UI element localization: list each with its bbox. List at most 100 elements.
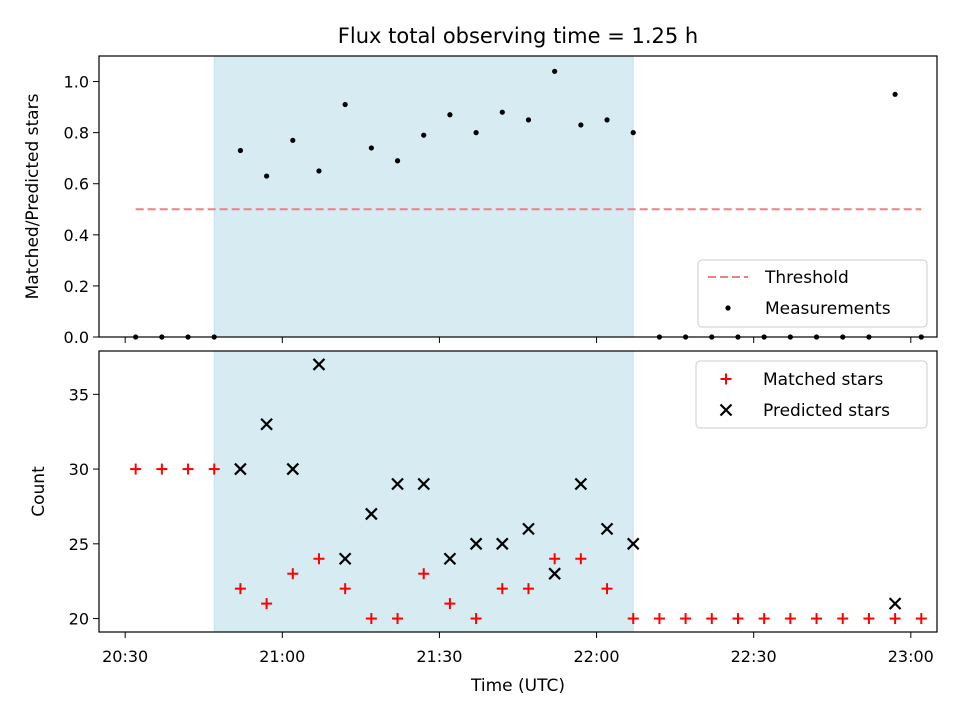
top-axes-frame (98, 55, 938, 338)
predicted-x-b (417, 477, 431, 491)
measurement-point-4 (237, 147, 244, 154)
predicted-star-point-1 (260, 417, 273, 431)
matched-star-point-23 (732, 613, 744, 625)
predicted-x-b (888, 597, 902, 610)
matched-star-point-9 (365, 613, 377, 625)
matched-star-point-29 (889, 613, 901, 625)
matched-star-point-21 (680, 613, 692, 625)
matched-star-point-15 (522, 583, 534, 595)
predicted-star-point-13 (574, 477, 588, 491)
matched-star-point-5 (261, 598, 273, 610)
matched-star-point-1 (156, 463, 168, 475)
top-ytick-label-5: 1.0 (64, 73, 89, 92)
bottom-ytick-label-0: 20 (69, 610, 89, 629)
predicted-x-b (443, 552, 457, 566)
predicted-star-point-10 (496, 537, 509, 551)
top-ytick-label-1: 0.2 (64, 277, 89, 296)
predicted-x-b (626, 537, 640, 551)
measurement-point-16 (552, 68, 558, 74)
legend-predicted-swatch-b (719, 403, 733, 417)
predicted-star-point-3 (312, 358, 326, 371)
predicted-star-point-2 (286, 462, 300, 476)
measurement-point-6 (290, 137, 296, 143)
matched-star-point-14 (496, 583, 508, 595)
bottom-xtick-label-3: 22:00 (574, 647, 620, 666)
predicted-star-point-6 (391, 477, 404, 491)
matched-star-point-18 (601, 583, 613, 595)
predicted-x-b (574, 477, 588, 491)
legend-measurements-swatch (725, 305, 731, 311)
matched-star-point-10 (392, 613, 404, 625)
predicted-star-point-14 (600, 522, 614, 536)
matched-star-point-17 (575, 553, 587, 565)
matched-star-point-19 (627, 613, 639, 625)
matched-star-point-16 (549, 553, 561, 565)
predicted-star-point-4 (338, 552, 352, 566)
matched-star-point-11 (418, 568, 430, 580)
matched-star-point-3 (208, 463, 220, 475)
bottom-xtick-label-0: 20:30 (102, 647, 148, 666)
measurement-point-5 (264, 173, 270, 179)
predicted-star-point-16 (888, 597, 902, 610)
predicted-x-b (391, 477, 404, 491)
measurement-point-7 (316, 168, 322, 174)
predicted-x-b (312, 358, 326, 371)
matched-star-point-8 (339, 583, 351, 595)
matched-star-point-0 (130, 463, 142, 475)
bottom-xlabel: Time (UTC) (470, 676, 565, 696)
bottom-ytick-label-2: 30 (69, 460, 89, 479)
measurement-point-13 (473, 130, 479, 136)
bottom-xtick-label-1: 21:00 (259, 647, 305, 666)
matched-star-point-20 (653, 613, 665, 625)
matched-star-point-25 (784, 613, 796, 625)
legend-threshold-label: Threshold (764, 268, 849, 288)
observing-span-top (213, 55, 634, 338)
measurement-point-11 (421, 132, 427, 138)
legend-matched-label: Matched stars (763, 370, 883, 390)
top-ytick-label-4: 0.8 (64, 124, 89, 143)
predicted-x-b (600, 522, 614, 536)
legend-predicted-label: Predicted stars (763, 401, 890, 421)
predicted-star-point-11 (522, 522, 535, 536)
measurement-point-9 (368, 145, 374, 151)
predicted-x-b (496, 537, 509, 551)
predicted-star-point-5 (365, 507, 378, 521)
predicted-x-b (286, 462, 300, 476)
matched-star-point-4 (234, 583, 246, 595)
predicted-x-b (260, 417, 273, 431)
bottom-legend-box (695, 360, 928, 429)
matched-star-point-27 (837, 613, 849, 625)
predicted-x-b (548, 567, 561, 580)
matched-star-point-24 (758, 613, 770, 625)
measurement-point-10 (394, 158, 401, 164)
chart-title: Flux total observing time = 1.25 h (338, 24, 698, 48)
top-legend: Threshold Measurements (697, 259, 928, 328)
matched-star-point-2 (182, 463, 194, 475)
top-ytick-label-0: 0.0 (64, 328, 89, 347)
top-ytick-label-2: 0.4 (64, 226, 89, 245)
measurement-point-17 (578, 122, 584, 128)
top-panel: Flux total observing time = 1.25 h 0.0 0.2… (23, 24, 938, 347)
measurement-point-12 (447, 112, 453, 118)
predicted-star-point-9 (469, 537, 483, 551)
matched-star-point-30 (915, 613, 927, 625)
measurement-point-29 (892, 91, 898, 97)
measurement-point-8 (342, 101, 348, 108)
predicted-star-point-15 (626, 537, 640, 551)
legend-measurements-label: Measurements (765, 299, 891, 319)
bottom-ylabel: Count (29, 466, 49, 517)
matched-star-point-22 (706, 613, 718, 625)
matched-star-point-7 (313, 553, 325, 565)
predicted-x-b (469, 537, 483, 551)
matched-star-point-13 (470, 613, 482, 625)
observing-span-bottom (213, 350, 634, 633)
top-legend-box (697, 259, 928, 328)
predicted-star-point-0 (234, 462, 247, 476)
bottom-xtick-label-2: 21:30 (416, 647, 462, 666)
top-ytick-label-3: 0.6 (64, 175, 89, 194)
predicted-star-point-7 (417, 477, 431, 491)
measurement-point-14 (499, 109, 505, 115)
measurement-point-19 (630, 130, 636, 136)
measurement-point-18 (604, 117, 610, 123)
